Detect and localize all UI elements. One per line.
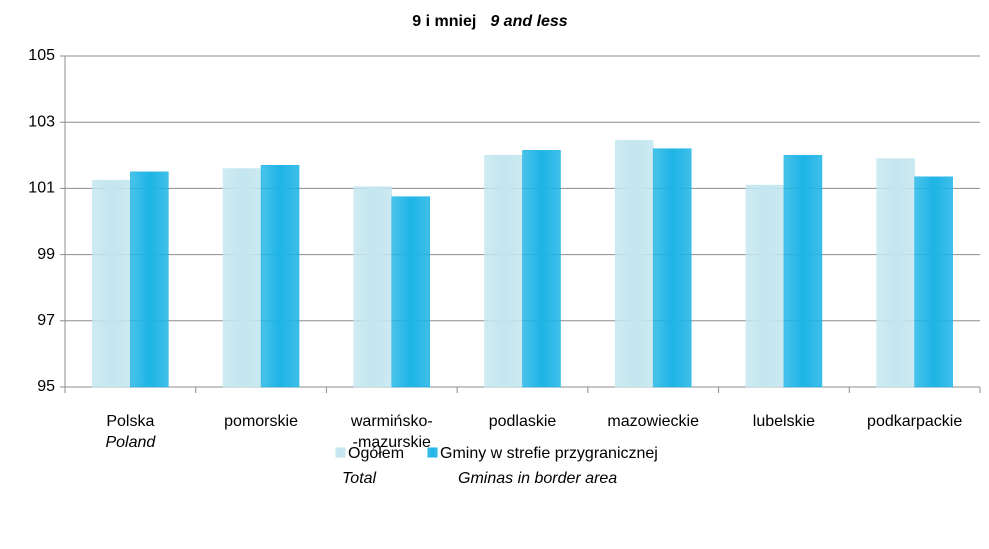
bar xyxy=(652,148,692,388)
title-pl: 9 i mniej xyxy=(412,13,476,30)
bar xyxy=(92,179,131,388)
chart-title: 9 i mniej 9 and less xyxy=(412,13,568,30)
bar xyxy=(260,164,300,388)
y-tick-label: 95 xyxy=(37,378,55,395)
bar xyxy=(783,155,823,388)
x-tick-label: pomorskie xyxy=(224,413,298,430)
bar xyxy=(914,176,953,388)
title-en: 9 and less xyxy=(490,13,567,30)
y-tick-label: 103 xyxy=(28,113,55,130)
bar xyxy=(391,196,431,388)
legend-swatch xyxy=(335,447,346,458)
bar xyxy=(353,186,393,388)
bar xyxy=(222,168,262,388)
y-tick-label: 99 xyxy=(37,246,55,263)
bar xyxy=(745,184,785,388)
x-tick-label: lubelskie xyxy=(753,413,815,430)
legend-label-en: Total xyxy=(342,470,377,487)
bar xyxy=(522,150,561,388)
x-tick-label: podlaskie xyxy=(489,413,557,430)
x-tick-label: warmińsko- xyxy=(350,413,433,430)
bar xyxy=(614,140,654,388)
bar xyxy=(484,155,523,388)
legend-label: Gminy w strefie przygranicznej xyxy=(440,445,658,462)
x-tick-label: -mazurskie xyxy=(353,434,431,451)
y-tick-label: 105 xyxy=(28,47,55,64)
x-tick-label-en: Poland xyxy=(105,434,156,451)
legend-label: Ogółem xyxy=(348,445,404,462)
x-tick-label: podkarpackie xyxy=(867,413,962,430)
y-tick-label: 97 xyxy=(37,312,55,329)
bar xyxy=(130,171,169,388)
legend-swatch xyxy=(427,447,438,458)
y-tick-label: 101 xyxy=(28,180,55,197)
legend-label-en: Gminas in border area xyxy=(458,470,617,487)
x-tick-label: mazowieckie xyxy=(607,413,699,430)
x-tick-label: Polska xyxy=(106,413,154,430)
bar xyxy=(876,158,915,388)
